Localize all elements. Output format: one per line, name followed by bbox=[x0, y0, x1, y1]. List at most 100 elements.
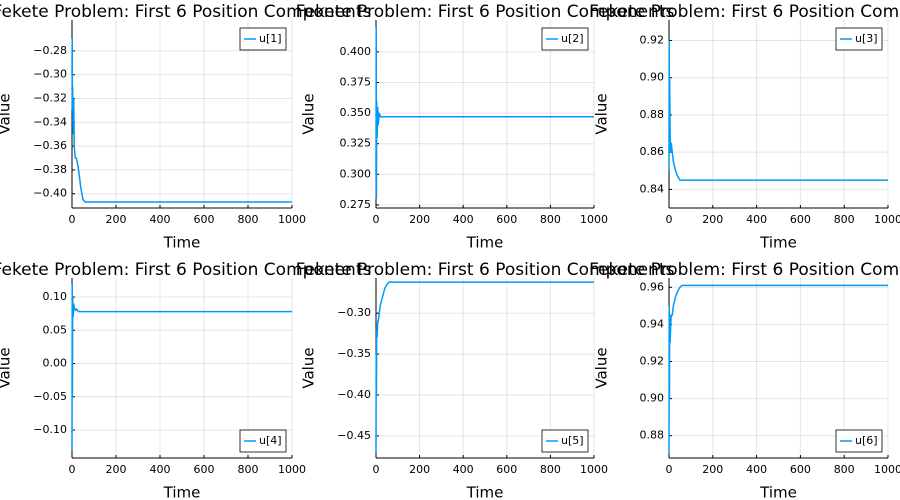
x-tick-label: 600 bbox=[194, 213, 215, 226]
x-tick-label: 800 bbox=[834, 213, 855, 226]
legend-box bbox=[835, 429, 883, 453]
y-tick-label: 0.10 bbox=[43, 290, 68, 303]
y-tick-label: 0.300 bbox=[340, 167, 372, 180]
y-tick-label: 0.400 bbox=[340, 45, 372, 58]
series-line bbox=[71, 283, 292, 451]
x-tick-label: 400 bbox=[453, 463, 474, 476]
legend-label: u[5] bbox=[561, 434, 584, 447]
x-tick-label: 800 bbox=[238, 463, 259, 476]
x-tick-label: 800 bbox=[834, 463, 855, 476]
y-axis-label: Value bbox=[593, 347, 611, 388]
chart-title: Fekete Problem: First 6 Position Compone… bbox=[0, 260, 371, 280]
x-tick-label: 1000 bbox=[580, 213, 608, 226]
y-tick-label: −0.30 bbox=[33, 68, 67, 81]
legend-label: u[2] bbox=[561, 32, 584, 45]
y-tick-label: 0.05 bbox=[43, 323, 68, 336]
x-tick-label: 200 bbox=[702, 213, 723, 226]
y-tick-label: −0.34 bbox=[33, 115, 67, 128]
y-axis-label: Value bbox=[593, 93, 611, 134]
y-tick-label: 0.96 bbox=[640, 280, 665, 293]
x-tick-label: 400 bbox=[150, 463, 171, 476]
y-tick-label: 0.86 bbox=[640, 145, 665, 158]
y-tick-label: −0.38 bbox=[33, 163, 67, 176]
x-tick-label: 400 bbox=[746, 213, 767, 226]
x-tick-label: 600 bbox=[496, 463, 517, 476]
y-tick-label: 0.88 bbox=[640, 108, 665, 121]
series-line bbox=[375, 27, 594, 199]
x-tick-label: 600 bbox=[790, 213, 811, 226]
y-tick-label: 0.92 bbox=[640, 33, 665, 46]
legend-box bbox=[239, 429, 287, 453]
x-axis-label: Time bbox=[759, 234, 797, 252]
y-tick-label: −0.40 bbox=[337, 388, 371, 401]
legend-label: u[4] bbox=[259, 434, 282, 447]
y-tick-label: −0.10 bbox=[33, 423, 67, 436]
legend-box bbox=[541, 429, 589, 453]
x-tick-label: 0 bbox=[373, 213, 380, 226]
x-tick-label: 200 bbox=[702, 463, 723, 476]
y-tick-label: 0.375 bbox=[340, 75, 372, 88]
y-tick-label: 0.88 bbox=[640, 429, 665, 442]
x-tick-label: 800 bbox=[238, 213, 259, 226]
x-tick-label: 600 bbox=[496, 213, 517, 226]
y-axis-label: Value bbox=[0, 93, 14, 134]
y-axis-label: Value bbox=[300, 347, 318, 388]
y-tick-label: 0.84 bbox=[640, 182, 665, 195]
y-axis-label: Value bbox=[0, 347, 14, 388]
y-tick-label: −0.40 bbox=[33, 187, 67, 200]
x-tick-label: 1000 bbox=[874, 213, 900, 226]
x-tick-label: 0 bbox=[69, 463, 76, 476]
legend-label: u[3] bbox=[855, 32, 878, 45]
y-tick-label: −0.35 bbox=[337, 347, 371, 360]
y-tick-label: 0.92 bbox=[640, 355, 665, 368]
x-tick-label: 0 bbox=[666, 463, 673, 476]
legend-label: u[6] bbox=[855, 434, 878, 447]
y-tick-label: −0.30 bbox=[337, 306, 371, 319]
x-tick-label: 200 bbox=[409, 213, 430, 226]
y-tick-label: −0.32 bbox=[33, 92, 67, 105]
series-line bbox=[375, 281, 594, 453]
chart-title: Fekete Problem: First 6 Position Compone… bbox=[296, 2, 675, 22]
x-axis-label: Time bbox=[759, 484, 797, 500]
x-axis-label: Time bbox=[466, 484, 504, 500]
y-tick-label: 0.325 bbox=[340, 137, 372, 150]
y-tick-label: −0.36 bbox=[33, 139, 67, 152]
y-tick-label: −0.05 bbox=[33, 390, 67, 403]
x-tick-label: 400 bbox=[453, 213, 474, 226]
x-tick-label: 200 bbox=[106, 463, 127, 476]
y-tick-label: 0.90 bbox=[640, 392, 665, 405]
y-axis-label: Value bbox=[300, 93, 318, 134]
y-tick-label: 0.00 bbox=[43, 357, 68, 370]
legend-box bbox=[239, 27, 287, 51]
x-tick-label: 400 bbox=[746, 463, 767, 476]
x-tick-label: 600 bbox=[194, 463, 215, 476]
x-tick-label: 200 bbox=[409, 463, 430, 476]
x-tick-label: 1000 bbox=[874, 463, 900, 476]
chart-title: Fekete Problem: First 6 Position Compone… bbox=[296, 260, 675, 280]
x-tick-label: 1000 bbox=[278, 463, 306, 476]
x-axis-label: Time bbox=[466, 234, 504, 252]
chart-title: Fekete Problem: First 6 Position Compone… bbox=[589, 260, 900, 280]
x-tick-label: 800 bbox=[540, 213, 561, 226]
x-tick-label: 0 bbox=[373, 463, 380, 476]
legend-box bbox=[541, 27, 589, 51]
x-tick-label: 0 bbox=[666, 213, 673, 226]
y-tick-label: −0.28 bbox=[33, 44, 67, 57]
series-line bbox=[668, 40, 888, 181]
series-line bbox=[71, 39, 292, 203]
chart-title: Fekete Problem: First 6 Position Compone… bbox=[0, 2, 371, 22]
x-tick-label: 0 bbox=[69, 213, 76, 226]
x-tick-label: 200 bbox=[106, 213, 127, 226]
y-tick-label: 0.90 bbox=[640, 71, 665, 84]
x-tick-label: 1000 bbox=[580, 463, 608, 476]
y-tick-label: 0.94 bbox=[640, 317, 665, 330]
legend-box bbox=[835, 27, 883, 51]
x-axis-label: Time bbox=[163, 484, 201, 500]
y-tick-label: 0.275 bbox=[340, 198, 372, 211]
x-tick-label: 400 bbox=[150, 213, 171, 226]
y-tick-label: −0.45 bbox=[337, 429, 371, 442]
series-line bbox=[668, 284, 888, 455]
legend-label: u[1] bbox=[259, 32, 282, 45]
x-axis-label: Time bbox=[163, 234, 201, 252]
